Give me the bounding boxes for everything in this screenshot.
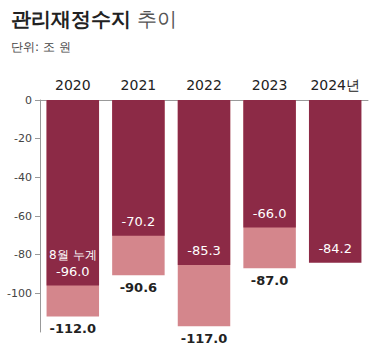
svg-text:-60: -60 (14, 210, 32, 223)
svg-text:추이: 추이 (131, 7, 177, 31)
svg-text:2023: 2023 (252, 77, 288, 93)
svg-text:-66.0: -66.0 (253, 206, 287, 221)
svg-text:-112.0: -112.0 (50, 321, 97, 336)
svg-text:-85.3: -85.3 (187, 243, 221, 258)
svg-text:2020: 2020 (55, 77, 91, 93)
svg-text:-80: -80 (14, 248, 32, 261)
svg-text:단위: 조 원: 단위: 조 원 (11, 40, 71, 54)
svg-text:2021: 2021 (121, 77, 157, 93)
svg-text:-70.2: -70.2 (122, 214, 156, 229)
svg-text:-20: -20 (14, 132, 32, 145)
svg-text:관리재정수지: 관리재정수지 (11, 7, 131, 31)
svg-text:-117.0: -117.0 (181, 331, 228, 346)
svg-text:2024년: 2024년 (310, 77, 360, 93)
svg-text:-40: -40 (14, 171, 32, 184)
svg-text:-87.0: -87.0 (251, 273, 288, 288)
svg-text:2022: 2022 (186, 77, 222, 93)
svg-text:-90.6: -90.6 (120, 280, 157, 295)
svg-text:-84.2: -84.2 (318, 241, 352, 256)
svg-text:-100: -100 (7, 287, 32, 300)
svg-text:-96.0: -96.0 (56, 264, 90, 279)
svg-text:8월 누계: 8월 누계 (49, 248, 96, 262)
svg-text:0: 0 (25, 94, 32, 107)
